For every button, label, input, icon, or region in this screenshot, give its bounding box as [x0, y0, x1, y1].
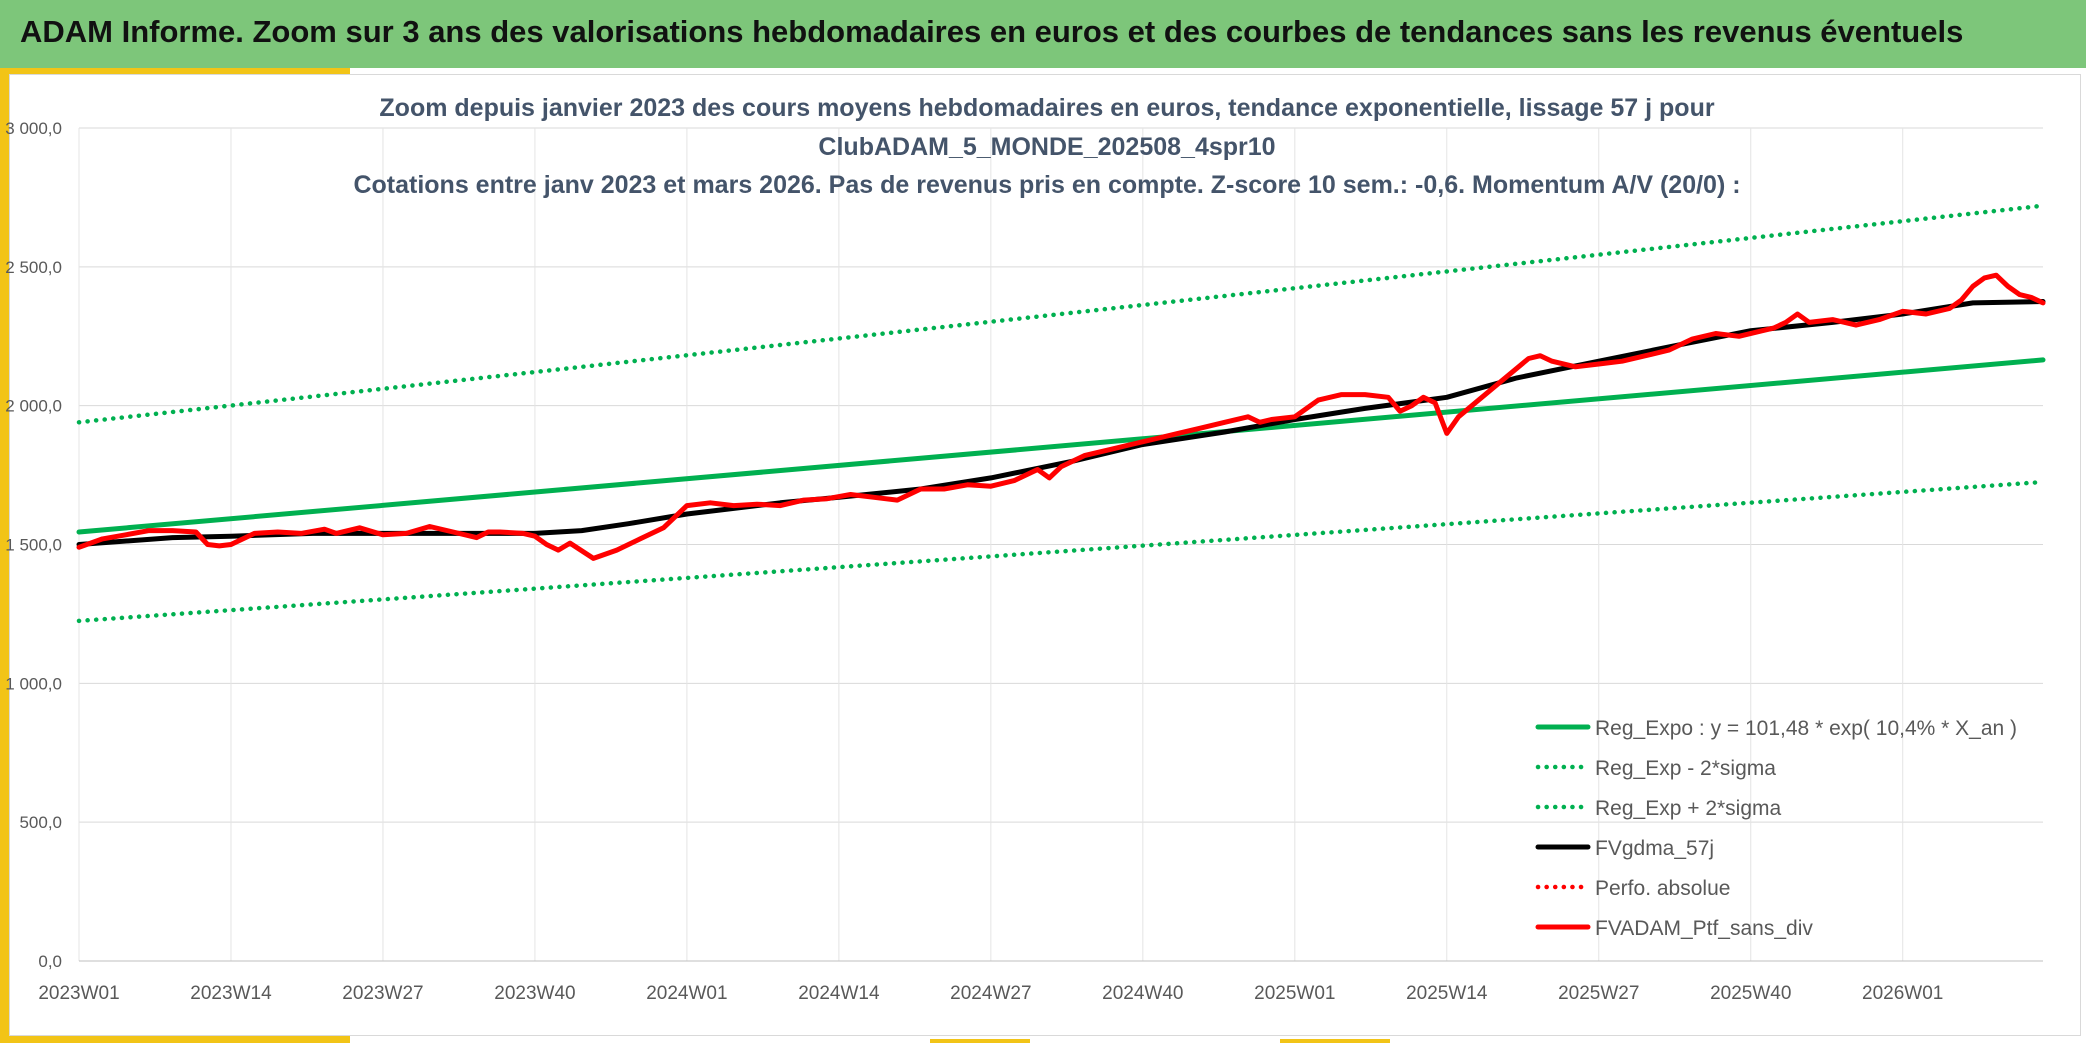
y-tick-label: 1 000,0 [5, 674, 62, 693]
x-tick-label: 2024W40 [1102, 983, 1183, 1004]
accent-bar-bottom-3 [1280, 1039, 1390, 1043]
x-tick-label: 2023W01 [38, 983, 119, 1004]
legend-label: FVADAM_Ptf_sans_div [1595, 917, 1813, 940]
x-tick-label: 2024W01 [646, 983, 727, 1004]
x-tick-label: 2024W27 [950, 983, 1031, 1004]
x-tick-label: 2025W14 [1406, 983, 1488, 1004]
x-tick-label: 2024W14 [798, 983, 880, 1004]
x-axis-ticks: 2023W01 2023W14 2023W27 2023W40 2024W01 2024W… [38, 983, 1943, 1004]
x-tick-label: 2023W40 [494, 983, 575, 1004]
legend: Reg_Expo : y = 101,48 * exp( 10,4% * X_a… [1535, 717, 2017, 940]
chart-title: Zoom depuis janvier 2023 des cours moyen… [353, 94, 1740, 199]
banner-title: ADAM Informe. Zoom sur 3 ans des valoris… [20, 14, 1964, 49]
x-tick-label: 2026W01 [1862, 983, 1943, 1004]
y-tick-label: 1 500,0 [5, 536, 62, 555]
x-tick-label: 2023W27 [342, 983, 423, 1004]
gridlines [78, 127, 2043, 962]
chart-frame [9, 74, 2081, 1036]
chart-title-line-1: Zoom depuis janvier 2023 des cours moyen… [379, 94, 1714, 122]
chart-title-line-3: Cotations entre janv 2023 et mars 2026. … [353, 171, 1740, 199]
chart-title-line-2: ClubADAM_5_MONDE_202508_4spr10 [818, 133, 1275, 161]
legend-label: Reg_Expo : y = 101,48 * exp( 10,4% * X_a… [1595, 717, 2017, 740]
series-line-0 [76, 357, 2046, 535]
series-line-5 [76, 272, 2046, 561]
legend-label: Perfo. absolue [1595, 877, 1730, 900]
y-tick-label: 2 500,0 [5, 258, 62, 277]
series-line-2 [76, 203, 2046, 425]
y-tick-label: 3 000,0 [5, 119, 62, 138]
legend-label: FVgdma_57j [1595, 837, 1714, 860]
series-line-1 [76, 479, 2046, 624]
x-tick-label: 2025W27 [1558, 983, 1639, 1004]
accent-bar-bottom [0, 1036, 350, 1043]
legend-label: Reg_Exp + 2*sigma [1595, 797, 1782, 820]
y-tick-label: 2 000,0 [5, 397, 62, 416]
series-lines [76, 203, 2046, 624]
accent-bar-left [0, 68, 9, 1043]
x-tick-label: 2023W14 [190, 983, 272, 1004]
x-tick-label: 2025W01 [1254, 983, 1335, 1004]
header-banner: ADAM Informe. Zoom sur 3 ans des valoris… [0, 0, 2086, 68]
x-tick-label: 2025W40 [1710, 983, 1791, 1004]
y-axis-ticks: 0,0 500,0 1 000,0 1 500,0 2 000,0 2 500,0 3 00… [5, 119, 62, 971]
accent-bar-top [0, 68, 350, 74]
accent-bar-bottom-2 [930, 1039, 1030, 1043]
y-tick-label: 500,0 [19, 813, 62, 832]
legend-label: Reg_Exp - 2*sigma [1595, 757, 1776, 780]
y-tick-label: 0,0 [38, 952, 62, 971]
